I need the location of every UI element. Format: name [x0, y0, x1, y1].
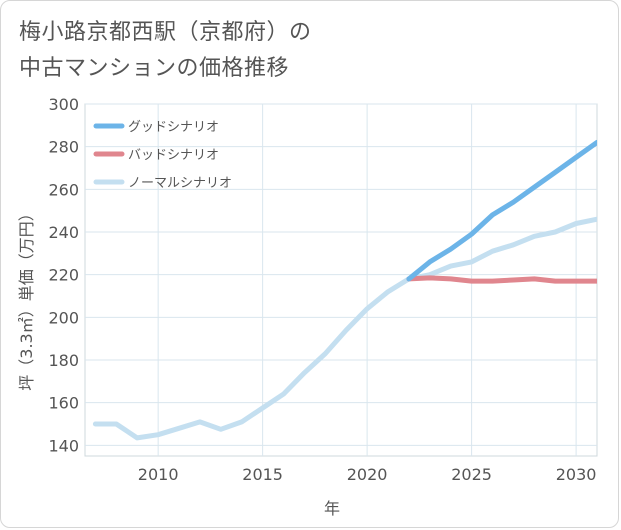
y-tick-label: 160: [48, 394, 79, 413]
y-tick-label: 260: [48, 180, 79, 199]
x-tick-label: 2010: [138, 465, 179, 484]
y-axis-label: 坪（3.3㎡）単価（万円）: [17, 205, 36, 390]
series-line-1: [406, 275, 597, 284]
y-axis-ticks: 140 160 180 200 220 240 260 280 300: [48, 95, 79, 455]
x-tick-label: 2015: [242, 465, 283, 484]
grid-lines: [85, 103, 597, 456]
series-lines: [92, 139, 597, 441]
x-tick-label: 2020: [347, 465, 388, 484]
y-tick-label: 220: [48, 266, 79, 285]
chart-title-line1: 梅小路京都西駅（京都府）の: [19, 20, 312, 45]
y-tick-label: 140: [48, 436, 79, 455]
y-tick-label: 200: [48, 308, 79, 327]
chart-title: 梅小路京都西駅（京都府）の 中古マンションの価格推移: [19, 15, 579, 87]
y-tick-label: 240: [48, 223, 79, 242]
series-line-2: [92, 216, 597, 441]
y-tick-label: 300: [48, 95, 79, 114]
x-axis-label: 年: [324, 499, 340, 518]
y-tick-label: 280: [48, 138, 79, 157]
chart-title-line2: 中古マンションの価格推移: [19, 56, 290, 81]
y-tick-label: 180: [48, 351, 79, 370]
legend-label: バッドシナリオ: [128, 148, 219, 163]
legend-label: ノーマルシナリオ: [128, 176, 232, 191]
x-tick-label: 2030: [556, 465, 597, 484]
x-tick-label: 2025: [451, 465, 492, 484]
series-line-0: [406, 139, 597, 282]
legend-label: グッドシナリオ: [128, 120, 219, 135]
x-axis-ticks: 2010 2015 2020 2025 2030: [138, 465, 597, 484]
